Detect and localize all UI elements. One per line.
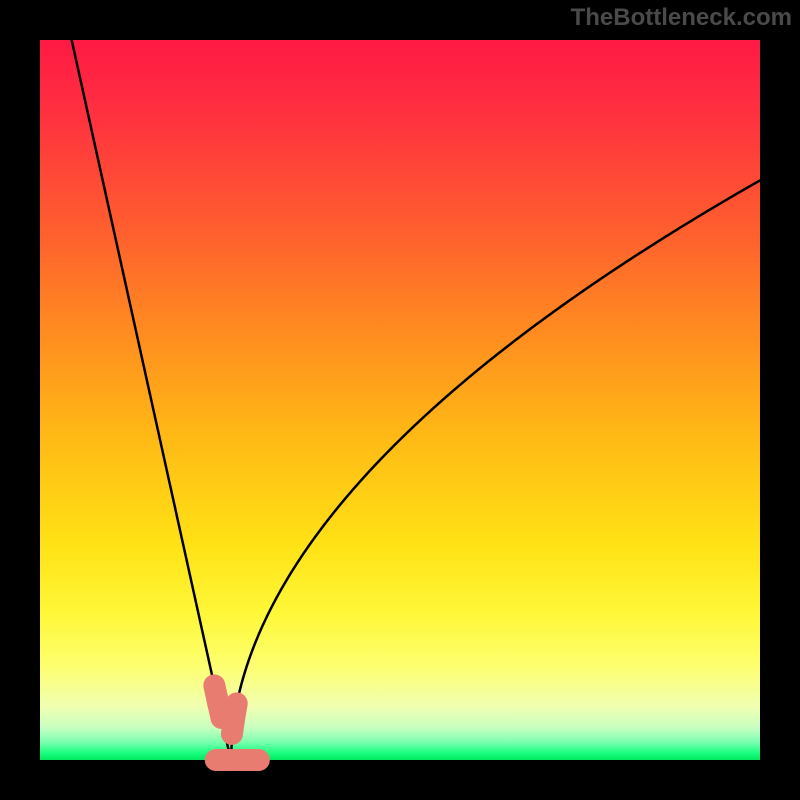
watermark-text: TheBottleneck.com	[571, 4, 792, 32]
bottleneck-plot	[0, 0, 800, 800]
gradient-plot-area	[40, 40, 760, 760]
chart-container: TheBottleneck.com	[0, 0, 800, 800]
curve-marker	[217, 698, 221, 718]
curve-marker	[232, 714, 235, 734]
